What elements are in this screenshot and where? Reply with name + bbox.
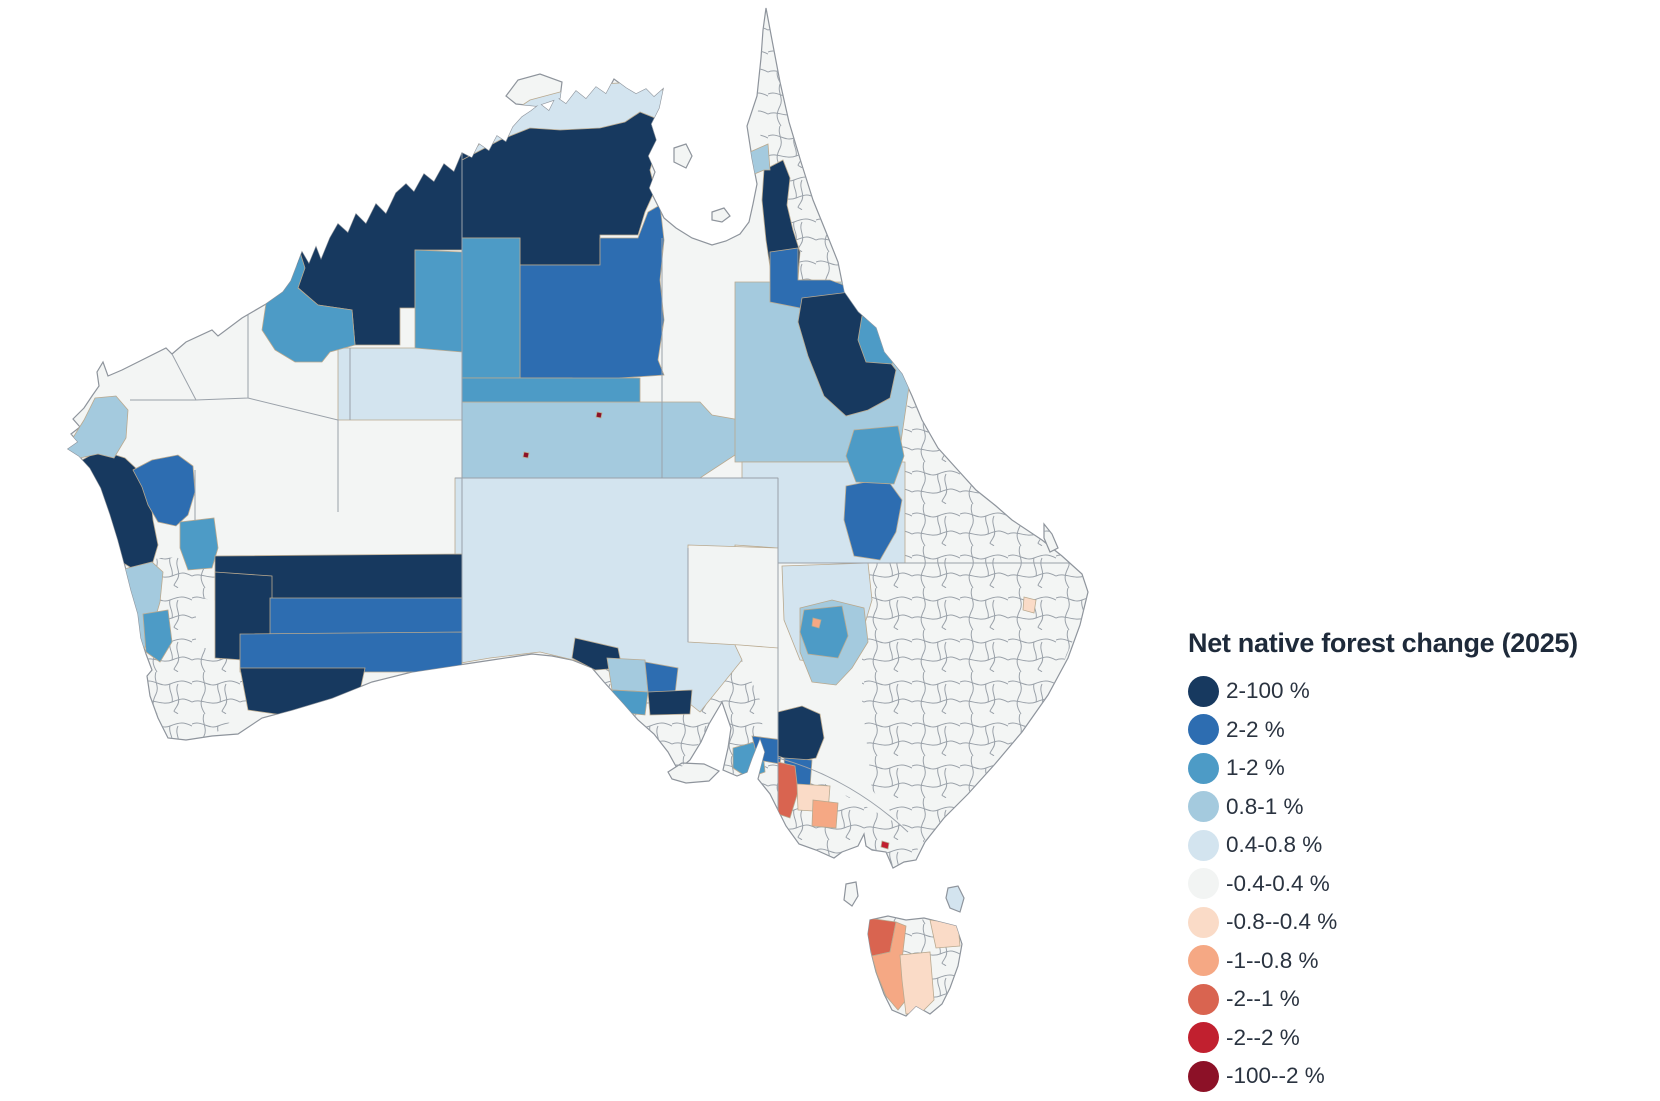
region-lake-eyre-white[interactable] (687, 544, 779, 649)
region-wa-teal-patch[interactable] (179, 517, 219, 571)
legend: Net native forest change (2025) 2-100 % 2… (1188, 628, 1648, 1096)
legend-swatch-icon (1188, 675, 1219, 707)
legend-item: 1-2 % (1188, 749, 1648, 788)
legend-label: 0.4-0.8 % (1226, 832, 1323, 858)
region-tanami-teal[interactable] (461, 237, 521, 379)
landmass-king-island (843, 881, 859, 907)
landmass-groote-eylandt (673, 143, 693, 169)
legend-item: 0.8-1 % (1188, 788, 1648, 827)
legend-swatch-icon (1188, 752, 1219, 784)
region-eyre-navy[interactable] (647, 689, 693, 716)
legend-label: -1--0.8 % (1226, 947, 1319, 973)
region-qld-mid-teal[interactable] (845, 425, 905, 485)
legend-item: -2--2 % (1188, 1019, 1648, 1058)
legend-items: 2-100 % 2-2 % 1-2 % 0.8-1 % 0.4-0.8 % -0.4-0.… (1188, 672, 1648, 1096)
region-maroon-dot-2[interactable] (595, 411, 603, 419)
legend-label: -2--1 % (1226, 986, 1300, 1012)
region-midwest-coast[interactable] (64, 395, 129, 459)
landmass-mornington-island (711, 207, 731, 223)
region-qld-teal-ne[interactable] (855, 257, 906, 296)
region-esperance-navy[interactable] (239, 667, 366, 717)
region-eyre-blue[interactable] (644, 661, 679, 695)
region-maroon-dot-1[interactable] (522, 451, 530, 459)
region-tas-south-peach[interactable] (899, 951, 935, 1015)
legend-item: -0.8--0.4 % (1188, 903, 1648, 942)
region-capeyork-peach[interactable] (803, 121, 819, 147)
admin-border-7 (247, 397, 339, 512)
region-murchison[interactable] (132, 454, 196, 527)
legend-swatch-icon (1188, 829, 1219, 861)
legend-item: -1--0.8 % (1188, 942, 1648, 981)
legend-swatch-icon (1188, 945, 1219, 977)
region-upper-se-navy[interactable] (777, 705, 825, 763)
legend-item: -0.4-0.4 % (1188, 865, 1648, 904)
region-wa-east-light[interactable] (337, 347, 463, 421)
region-halls-creek-teal[interactable] (414, 249, 463, 353)
region-west-vic-salmon[interactable] (811, 799, 839, 829)
legend-label: -100--2 % (1226, 1063, 1325, 1089)
legend-swatch-icon (1188, 1022, 1219, 1054)
region-sa-salmon-dot[interactable] (811, 617, 822, 629)
australia-choropleth-map[interactable] (0, 0, 1120, 1096)
region-cells-new-south-wales[interactable] (862, 563, 1090, 845)
legend-swatch-icon (1188, 906, 1219, 938)
landmass-flinders-island (945, 885, 965, 913)
map-canvas (0, 0, 1120, 1096)
legend-label: 2-100 % (1226, 678, 1310, 704)
legend-swatch-icon (1188, 791, 1219, 823)
legend-swatch-icon (1188, 868, 1219, 900)
region-cells-qld-east-coast[interactable] (898, 285, 1100, 563)
legend-swatch-icon (1188, 1060, 1219, 1092)
region-goldfields-blue-2[interactable] (239, 631, 463, 673)
legend-item: 2-2 % (1188, 711, 1648, 750)
region-nw-nsw-teal[interactable] (799, 605, 849, 659)
admin-border-12 (68, 511, 97, 516)
legend-title: Net native forest change (2025) (1188, 628, 1578, 658)
legend-label: -0.4-0.4 % (1226, 870, 1330, 896)
region-perth-teal[interactable] (142, 609, 173, 663)
legend-item: -100--2 % (1188, 1057, 1648, 1096)
region-nt-south-teal[interactable] (461, 377, 641, 403)
admin-border-6 (171, 292, 249, 401)
region-goldfields-blue[interactable] (269, 597, 463, 635)
admin-border-5 (777, 757, 909, 833)
legend-item: 2-100 % (1188, 672, 1648, 711)
legend-label: -0.8--0.4 % (1226, 909, 1338, 935)
legend-item: 0.4-0.8 % (1188, 826, 1648, 865)
legend-item: -2--1 % (1188, 980, 1648, 1019)
region-vic-red-dot[interactable] (880, 840, 890, 850)
legend-label: 1-2 % (1226, 755, 1285, 781)
legend-label: 0.8-1 % (1226, 793, 1304, 819)
legend-swatch-icon (1188, 983, 1219, 1015)
region-nsw-peach[interactable] (1022, 596, 1037, 614)
legend-label: -2--2 % (1226, 1024, 1300, 1050)
legend-swatch-icon (1188, 714, 1219, 746)
legend-label: 2-2 % (1226, 716, 1285, 742)
region-west-eyre-light[interactable] (606, 657, 649, 693)
